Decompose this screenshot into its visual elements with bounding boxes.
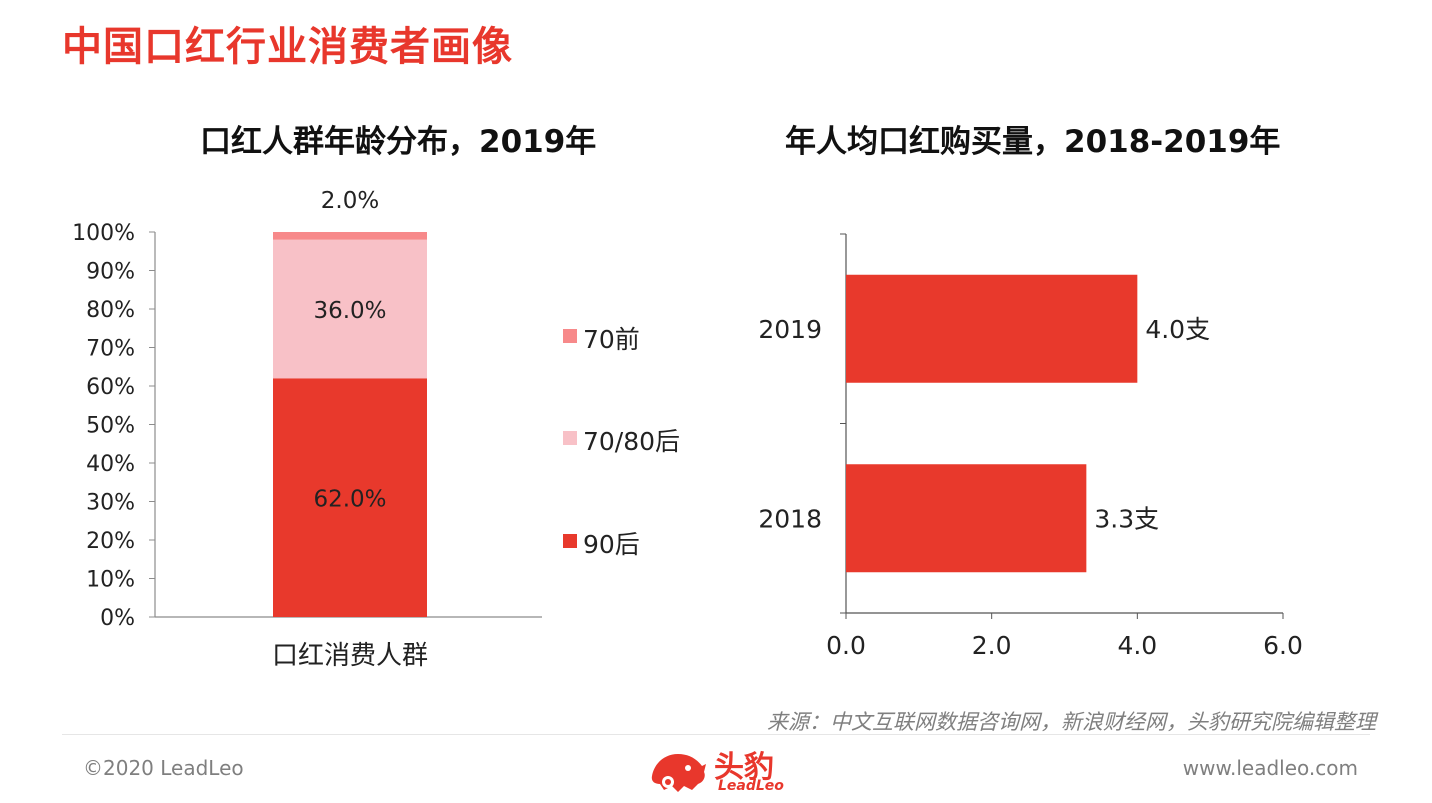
y-tick-label: 80% (86, 298, 135, 323)
purchase-chart-title: 年人均口红购买量，2018-2019年 (785, 124, 1281, 160)
y-tick-label: 50% (86, 414, 135, 439)
footer-divider (62, 734, 1370, 735)
y-tick-label: 40% (86, 452, 135, 477)
data-label: 36.0% (313, 298, 386, 324)
logo-chinese-text: 头豹 (714, 750, 774, 785)
bar-segment (273, 232, 427, 240)
logo-english-text: LeadLeo (718, 778, 784, 794)
legend-label: 70前 (583, 325, 640, 354)
y-tick-label: 90% (86, 260, 135, 285)
data-label: 62.0% (313, 487, 386, 513)
y-tick-label: 60% (86, 375, 135, 400)
y-tick-label: 100% (72, 221, 135, 246)
x-tick-label: 0.0 (826, 631, 866, 660)
data-label: 2.0% (321, 188, 379, 214)
page-title: 中国口红行业消费者画像 (62, 24, 513, 70)
source-note: 来源：中文互联网数据咨询网，新浪财经网，头豹研究院编辑整理 (767, 710, 1376, 734)
age-distribution-chart: 0% 10% 20% 30% 40% 50% 60% 70% 80% 90% 100% 62.0% 36… (72, 188, 680, 671)
legend-label: 70/80后 (583, 427, 680, 456)
bar-segment (273, 378, 427, 617)
x-tick-label: 2.0 (972, 631, 1012, 660)
legend-label: 90后 (583, 530, 640, 559)
legend-swatch (563, 431, 577, 445)
y-tick-label: 20% (86, 529, 135, 554)
y-tick-label: 70% (86, 337, 135, 362)
y-category-label: 2018 (758, 504, 822, 533)
x-tick-label: 4.0 (1117, 631, 1157, 660)
data-label: 4.0支 (1145, 315, 1210, 344)
legend-swatch (563, 329, 577, 343)
y-tick-label: 10% (86, 568, 135, 593)
bar-segment (273, 239, 427, 379)
x-tick-label: 6.0 (1263, 631, 1303, 660)
purchase-volume-chart: 0.0 2.0 4.0 6.0 2019 4.0支 2018 3.3支 (758, 233, 1303, 660)
x-category-label: 口红消费人群 (272, 641, 428, 671)
data-label: 3.3支 (1094, 504, 1159, 533)
leadleo-logo: 头豹 LeadLeo (648, 740, 798, 800)
y-category-label: 2019 (758, 315, 822, 344)
copyright-text: ©2020 LeadLeo (83, 756, 244, 780)
bar (846, 464, 1087, 573)
y-tick-label: 0% (100, 606, 135, 631)
age-chart-title: 口红人群年龄分布，2019年 (200, 124, 597, 160)
legend-swatch (563, 534, 577, 548)
bar (846, 274, 1138, 383)
y-tick-label: 30% (86, 491, 135, 516)
leopard-logo-icon (651, 754, 706, 792)
website-url: www.leadleo.com (1182, 756, 1358, 780)
